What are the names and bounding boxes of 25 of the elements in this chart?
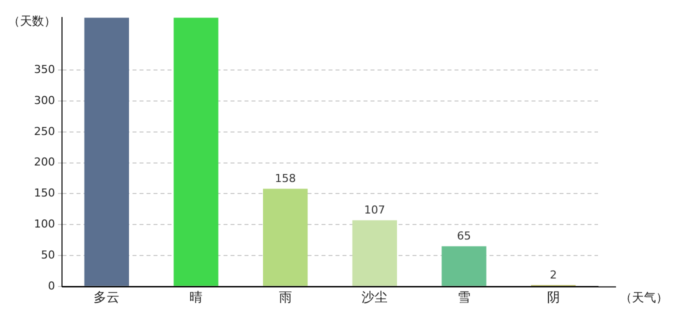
y-tick-label: 100	[34, 217, 55, 230]
y-tick-label: 300	[34, 94, 55, 107]
bar	[84, 18, 129, 286]
data-label: 2	[550, 268, 557, 282]
y-axis-title: （天数）	[8, 14, 56, 28]
bar	[263, 188, 308, 286]
bar	[174, 18, 218, 286]
x-tick-label: 多云	[94, 290, 120, 306]
y-tick-label: 150	[34, 186, 55, 200]
y-tick-label: 250	[34, 124, 55, 138]
bar	[352, 220, 397, 286]
y-tick-label: 200	[34, 156, 55, 169]
data-label: 107	[364, 204, 386, 217]
x-tick-label: 沙尘	[362, 290, 388, 306]
x-tick-label: 晴	[190, 290, 202, 306]
bar	[442, 246, 486, 286]
data-label: 158	[274, 172, 296, 186]
y-tick-label: 0	[48, 279, 55, 292]
x-axis-title: （天气）	[620, 290, 668, 305]
x-tick-label: 阴	[546, 290, 560, 306]
x-tick-label: 雨	[278, 290, 292, 306]
x-tick-label: 雪	[458, 290, 470, 306]
y-tick-label: 350	[34, 62, 55, 76]
data-label: 65	[457, 230, 471, 243]
y-tick-label: 50	[41, 248, 55, 262]
